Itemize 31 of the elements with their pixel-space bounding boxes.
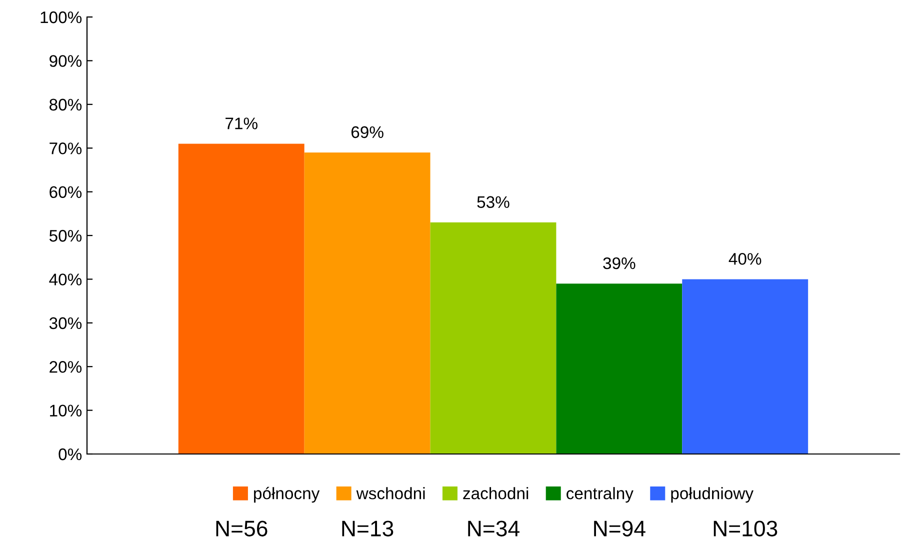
bar: [430, 222, 556, 454]
y-tick-label: 50%: [49, 230, 82, 242]
y-tick-label: 40%: [49, 274, 82, 286]
data-label: 71%: [226, 118, 258, 130]
bar: [178, 144, 304, 454]
y-tick-label: 30%: [49, 317, 82, 330]
y-tick-label: 0%: [58, 448, 82, 460]
bar: [556, 284, 682, 454]
legend-label: południowy: [671, 487, 754, 503]
text: N=94: [594, 520, 646, 536]
y-tick-label: 20%: [50, 361, 82, 373]
data-label: 53%: [477, 196, 510, 208]
data-label: 39%: [603, 257, 636, 270]
y-tick-label: 90%: [50, 55, 82, 67]
bar: [304, 152, 430, 454]
text: N=34: [468, 520, 520, 536]
legend-label: północny: [254, 486, 320, 503]
text: N=13: [342, 520, 394, 536]
data-label: 40%: [728, 252, 762, 265]
y-tick-label: 60%: [50, 186, 82, 198]
legend-label: zachodni: [463, 487, 528, 500]
legend-label: centralny: [566, 487, 634, 503]
y-tick-label: 10%: [50, 404, 82, 417]
text: N=103: [714, 520, 778, 536]
data-label: 69%: [351, 126, 384, 138]
y-tick-label: 70%: [50, 142, 82, 154]
legend-label: wschodni: [356, 487, 425, 500]
y-tick-label: 100%: [40, 11, 82, 24]
y-tick-label: 80%: [50, 98, 82, 111]
text: N=56: [216, 520, 268, 536]
bar: [682, 279, 808, 454]
